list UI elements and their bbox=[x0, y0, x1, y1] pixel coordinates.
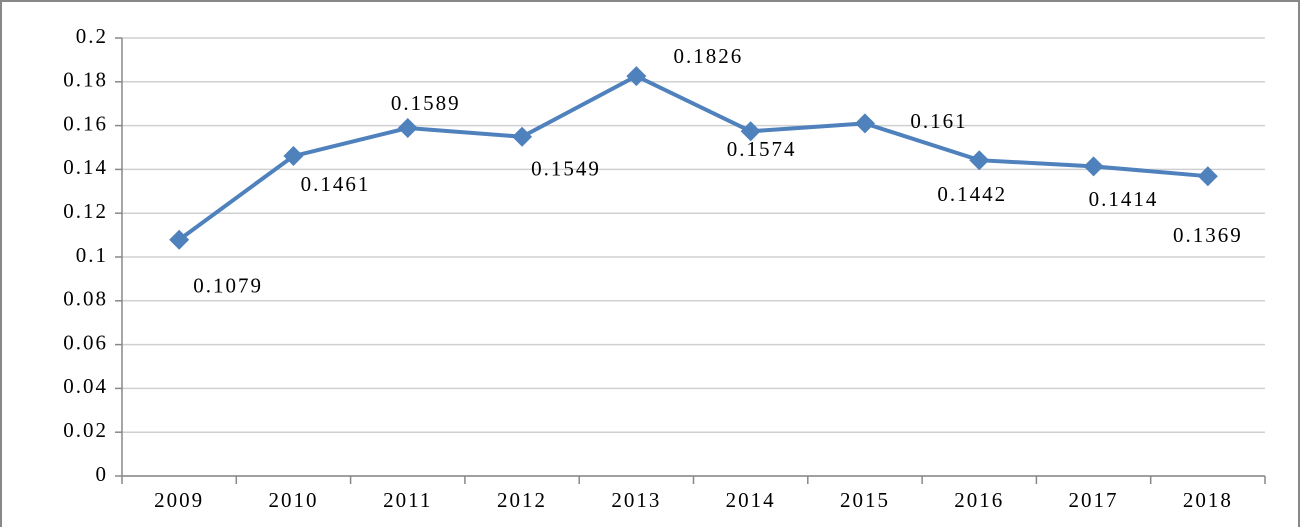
y-tick-label: 0.16 bbox=[63, 111, 108, 135]
y-tick-label: 0.02 bbox=[63, 418, 108, 442]
data-point bbox=[854, 113, 875, 134]
data-label: 0.1442 bbox=[937, 182, 1007, 206]
data-label: 0.1369 bbox=[1173, 223, 1243, 247]
data-point bbox=[626, 66, 647, 87]
data-point bbox=[1083, 156, 1104, 177]
x-tick-label: 2013 bbox=[611, 488, 661, 512]
y-tick-label: 0.2 bbox=[76, 24, 108, 48]
data-point bbox=[283, 146, 304, 167]
y-tick-label: 0.1 bbox=[76, 243, 108, 267]
x-tick-label: 2018 bbox=[1183, 488, 1233, 512]
data-label: 0.1461 bbox=[301, 172, 371, 196]
data-point bbox=[740, 121, 761, 142]
x-tick-label: 2012 bbox=[497, 488, 547, 512]
data-line bbox=[177, 73, 1209, 242]
data-label: 0.1826 bbox=[673, 44, 743, 68]
data-point bbox=[397, 118, 418, 139]
data-label: 0.161 bbox=[910, 109, 967, 133]
y-tick-label: 0.08 bbox=[63, 287, 108, 311]
x-tick-label: 2017 bbox=[1069, 488, 1119, 512]
x-tick-label: 2014 bbox=[726, 488, 776, 512]
data-label: 0.1079 bbox=[193, 274, 263, 298]
data-point bbox=[969, 150, 990, 171]
data-point bbox=[169, 229, 190, 250]
data-label: 0.1574 bbox=[727, 137, 797, 161]
data-point bbox=[1197, 166, 1218, 187]
x-tick-label: 2016 bbox=[954, 488, 1004, 512]
y-tick-label: 0.04 bbox=[63, 374, 108, 398]
y-tick-label: 0.06 bbox=[63, 330, 108, 354]
y-tick-label: 0.14 bbox=[63, 155, 108, 179]
data-label: 0.1589 bbox=[391, 91, 461, 115]
x-tick-label: 2011 bbox=[383, 488, 432, 512]
y-tick-label: 0.18 bbox=[63, 68, 108, 92]
x-tick-label: 2009 bbox=[154, 488, 204, 512]
y-tick-label: 0.12 bbox=[63, 199, 108, 223]
data-label: 0.1549 bbox=[531, 157, 601, 181]
y-tick-label: 0 bbox=[96, 462, 109, 486]
data-label: 0.1414 bbox=[1089, 187, 1159, 211]
x-tick-label: 2010 bbox=[268, 488, 318, 512]
data-point bbox=[512, 126, 533, 147]
x-tick-label: 2015 bbox=[840, 488, 890, 512]
